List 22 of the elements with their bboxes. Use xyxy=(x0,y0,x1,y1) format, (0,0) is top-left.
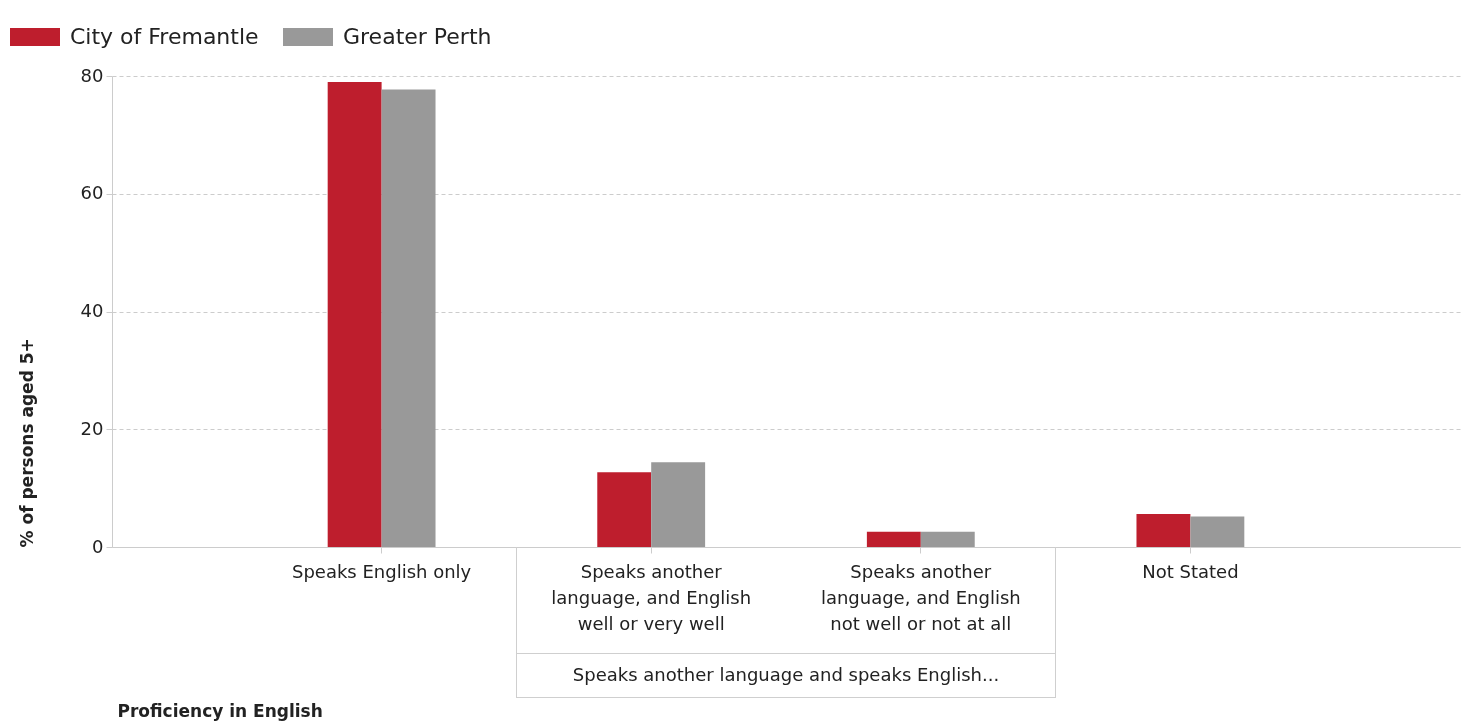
y-tick-label: 20 xyxy=(80,417,104,439)
y-tick-label: 0 xyxy=(92,535,104,557)
bar xyxy=(866,531,921,547)
bar xyxy=(327,81,382,547)
x-tick-label: Not Stated xyxy=(1142,560,1239,582)
bar xyxy=(597,472,652,547)
legend-label: City of Fremantle xyxy=(70,24,259,49)
x-tick-label: Speaks another language, and English well or very well xyxy=(551,560,752,634)
legend-label: Greater Perth xyxy=(343,24,492,49)
bar xyxy=(381,89,436,547)
bar xyxy=(920,531,975,547)
bar xyxy=(1136,514,1191,547)
y-tick-label: 40 xyxy=(80,300,104,321)
bar xyxy=(1190,516,1245,547)
y-tick-label: 80 xyxy=(80,64,104,86)
x-tick-label: Speaks English only xyxy=(291,560,472,582)
y-tick-label: 60 xyxy=(80,182,104,204)
x-axis-title: Proficiency in English xyxy=(117,700,323,721)
text: Speaks another language and speaks English... xyxy=(572,664,1000,686)
bar xyxy=(651,462,706,547)
x-tick-label: Speaks another language, and English not well or not at all xyxy=(820,560,1021,634)
y-axis-title: % of persons aged 5+ xyxy=(16,338,37,548)
